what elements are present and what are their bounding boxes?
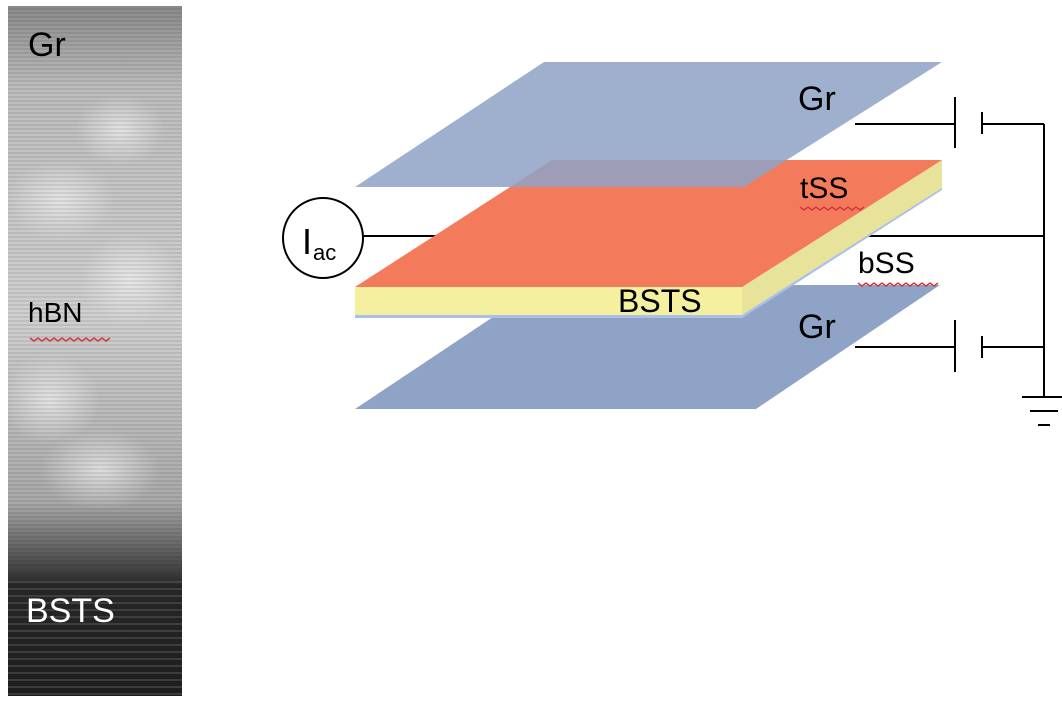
circuit-wires [364,97,1045,396]
squiggle-tss [799,206,865,211]
label-bottom-surface: bSS [858,247,915,280]
micrograph-panel [8,6,182,696]
squiggle-hbn [29,337,111,342]
ground-icon [1022,396,1062,426]
top-graphene-layer [355,62,942,187]
svg-text:Iac: Iac [302,221,336,265]
ac-source: Iac [282,197,364,279]
micrograph-label-gr: Gr [28,26,66,64]
label-crystal: BSTS [618,283,702,319]
source-symbol: I [302,221,312,262]
squiggle-bss [857,282,939,287]
micrograph-label-bsts: BSTS [26,592,115,630]
source-subscript: ac [313,240,336,265]
bsts-slab [355,160,942,318]
label-top-graphene: Gr [798,80,836,118]
label-top-surface: tSS [800,172,848,205]
micrograph-label-hbn: hBN [28,297,82,328]
label-bottom-graphene: Gr [798,308,836,346]
